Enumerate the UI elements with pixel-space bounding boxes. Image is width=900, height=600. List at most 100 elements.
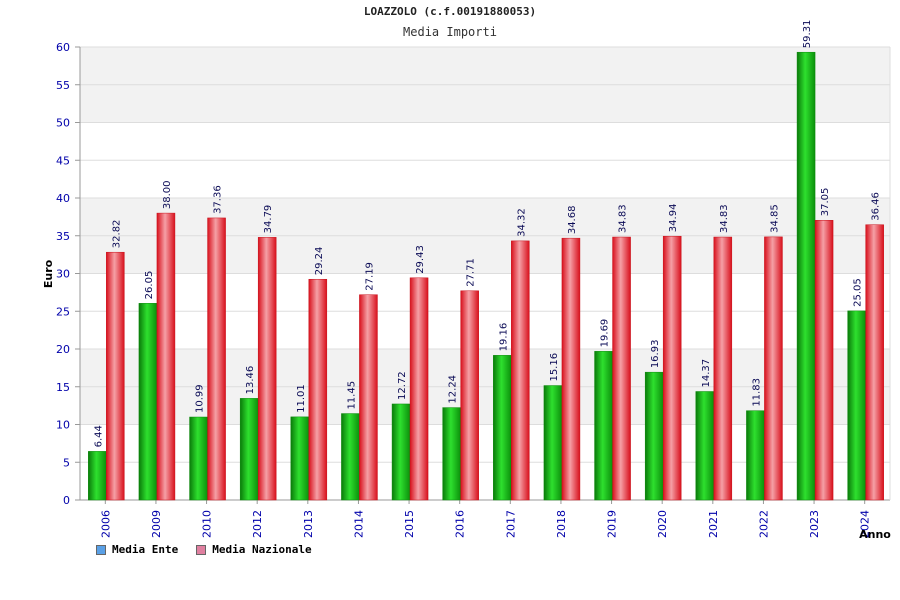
bar-media-ente <box>746 410 765 501</box>
x-axis-label: Anno <box>859 528 891 541</box>
data-label: 34.94 <box>668 204 679 233</box>
y-tick-label: 55 <box>56 79 70 92</box>
bar-media-nazionale <box>814 220 834 501</box>
y-tick-label: 15 <box>56 381 70 394</box>
y-tick-label: 0 <box>63 494 70 507</box>
data-label: 34.79 <box>263 205 274 234</box>
x-tick-label: 2019 <box>606 510 619 538</box>
x-tick-label: 2020 <box>656 510 669 538</box>
y-tick-label: 60 <box>56 41 70 54</box>
y-tick-label: 40 <box>56 192 70 205</box>
x-tick-label: 2014 <box>352 510 365 538</box>
data-label: 26.05 <box>144 271 155 300</box>
y-tick-label: 10 <box>56 419 70 432</box>
bar-media-nazionale <box>156 212 176 501</box>
bar-media-ente <box>341 413 360 501</box>
x-tick-label: 2013 <box>302 510 315 538</box>
data-label: 34.83 <box>719 204 730 233</box>
x-tick-label: 2010 <box>201 510 214 538</box>
x-tick-label: 2024 <box>859 510 872 538</box>
x-tick-label: 2017 <box>504 510 517 538</box>
bar-media-nazionale <box>409 277 429 501</box>
data-label: 11.45 <box>346 381 357 410</box>
bar-media-ente <box>138 303 158 501</box>
bar-media-nazionale <box>207 217 226 501</box>
data-label: 12.72 <box>397 371 408 400</box>
bar-media-nazionale <box>460 290 479 501</box>
bar-media-ente <box>189 416 208 501</box>
data-label: 29.43 <box>415 245 426 274</box>
data-label: 14.37 <box>701 359 712 388</box>
data-label: 37.36 <box>213 185 224 214</box>
x-tick-labels: 2006 2009 2010 2012 2013 2014 2015 2016 2017 2018… <box>99 510 871 538</box>
data-label: 32.82 <box>111 220 122 249</box>
y-tick-label: 20 <box>56 343 70 356</box>
data-label: 25.05 <box>853 278 864 307</box>
bar-media-nazionale <box>662 235 682 501</box>
bar-media-nazionale <box>257 237 277 501</box>
legend-swatch-ente <box>96 544 106 555</box>
x-tick-label: 2006 <box>99 510 112 538</box>
y-tick-labels: 0 5 10 15 20 25 30 35 40 45 50 55 60 <box>56 41 70 507</box>
bar-media-nazionale <box>359 294 378 501</box>
bar-media-ente <box>442 407 461 501</box>
data-label: 36.46 <box>871 192 882 221</box>
legend-item-ente: Media Ente <box>96 543 178 556</box>
bar-media-nazionale <box>511 240 530 501</box>
data-label: 11.01 <box>296 384 307 413</box>
bar-media-ente <box>391 403 411 501</box>
data-label: 29.24 <box>314 247 325 276</box>
legend-item-nazionale: Media Nazionale <box>196 543 312 556</box>
data-label: 34.68 <box>567 206 578 235</box>
bar-media-ente <box>796 51 816 501</box>
bar-media-nazionale <box>713 236 733 501</box>
bar-media-ente <box>644 371 664 501</box>
data-label: 59.31 <box>802 20 813 49</box>
bar-media-nazionale <box>106 251 125 501</box>
bar-media-ente <box>88 451 107 501</box>
x-tick-label: 2012 <box>251 510 264 538</box>
y-tick-label: 25 <box>56 305 70 318</box>
bar-media-nazionale <box>612 236 631 501</box>
data-label: 11.83 <box>751 378 762 407</box>
data-label: 16.93 <box>650 340 661 369</box>
y-tick-label: 45 <box>56 154 70 167</box>
legend-label-nazionale: Media Nazionale <box>212 543 312 556</box>
data-labels: 6.44 32.82 26.05 38.00 10.99 37.36 13.46 34.79 1… <box>93 20 881 448</box>
bar-media-ente <box>493 355 512 501</box>
bar-media-ente <box>290 416 310 501</box>
bar-media-ente <box>847 310 866 501</box>
data-label: 10.99 <box>195 384 206 413</box>
bar-media-ente <box>695 391 715 501</box>
data-label: 34.83 <box>618 204 629 233</box>
bar-media-ente <box>543 385 563 501</box>
data-label: 19.69 <box>600 319 611 348</box>
data-label: 27.71 <box>466 258 477 287</box>
bar-media-nazionale <box>561 237 581 501</box>
legend-label-ente: Media Ente <box>112 543 179 556</box>
bar-media-nazionale <box>865 224 884 501</box>
data-label: 38.00 <box>162 180 173 209</box>
y-tick-label: 5 <box>63 456 70 469</box>
x-tick-label: 2021 <box>707 510 720 538</box>
x-tick-label: 2009 <box>150 510 163 538</box>
data-label: 15.16 <box>549 353 560 382</box>
data-label: 34.85 <box>769 204 780 233</box>
chart-subtitle: Media Importi <box>403 25 497 39</box>
data-label: 19.16 <box>498 323 509 352</box>
data-label: 37.05 <box>820 188 831 217</box>
x-tick-label: 2023 <box>808 510 821 538</box>
y-tick-label: 50 <box>56 117 70 130</box>
data-label: 6.44 <box>93 425 104 447</box>
data-label: 13.46 <box>245 366 256 395</box>
bar-media-nazionale <box>764 236 783 501</box>
bar-media-ente <box>594 351 613 501</box>
bars <box>88 51 884 501</box>
bar-media-ente <box>239 398 259 501</box>
x-tick-label: 2015 <box>403 510 416 538</box>
x-tick-label: 2018 <box>555 510 568 538</box>
data-label: 12.24 <box>448 375 459 404</box>
legend-swatch-nazionale <box>196 544 207 555</box>
legend: Media Ente Media Nazionale <box>96 543 312 556</box>
